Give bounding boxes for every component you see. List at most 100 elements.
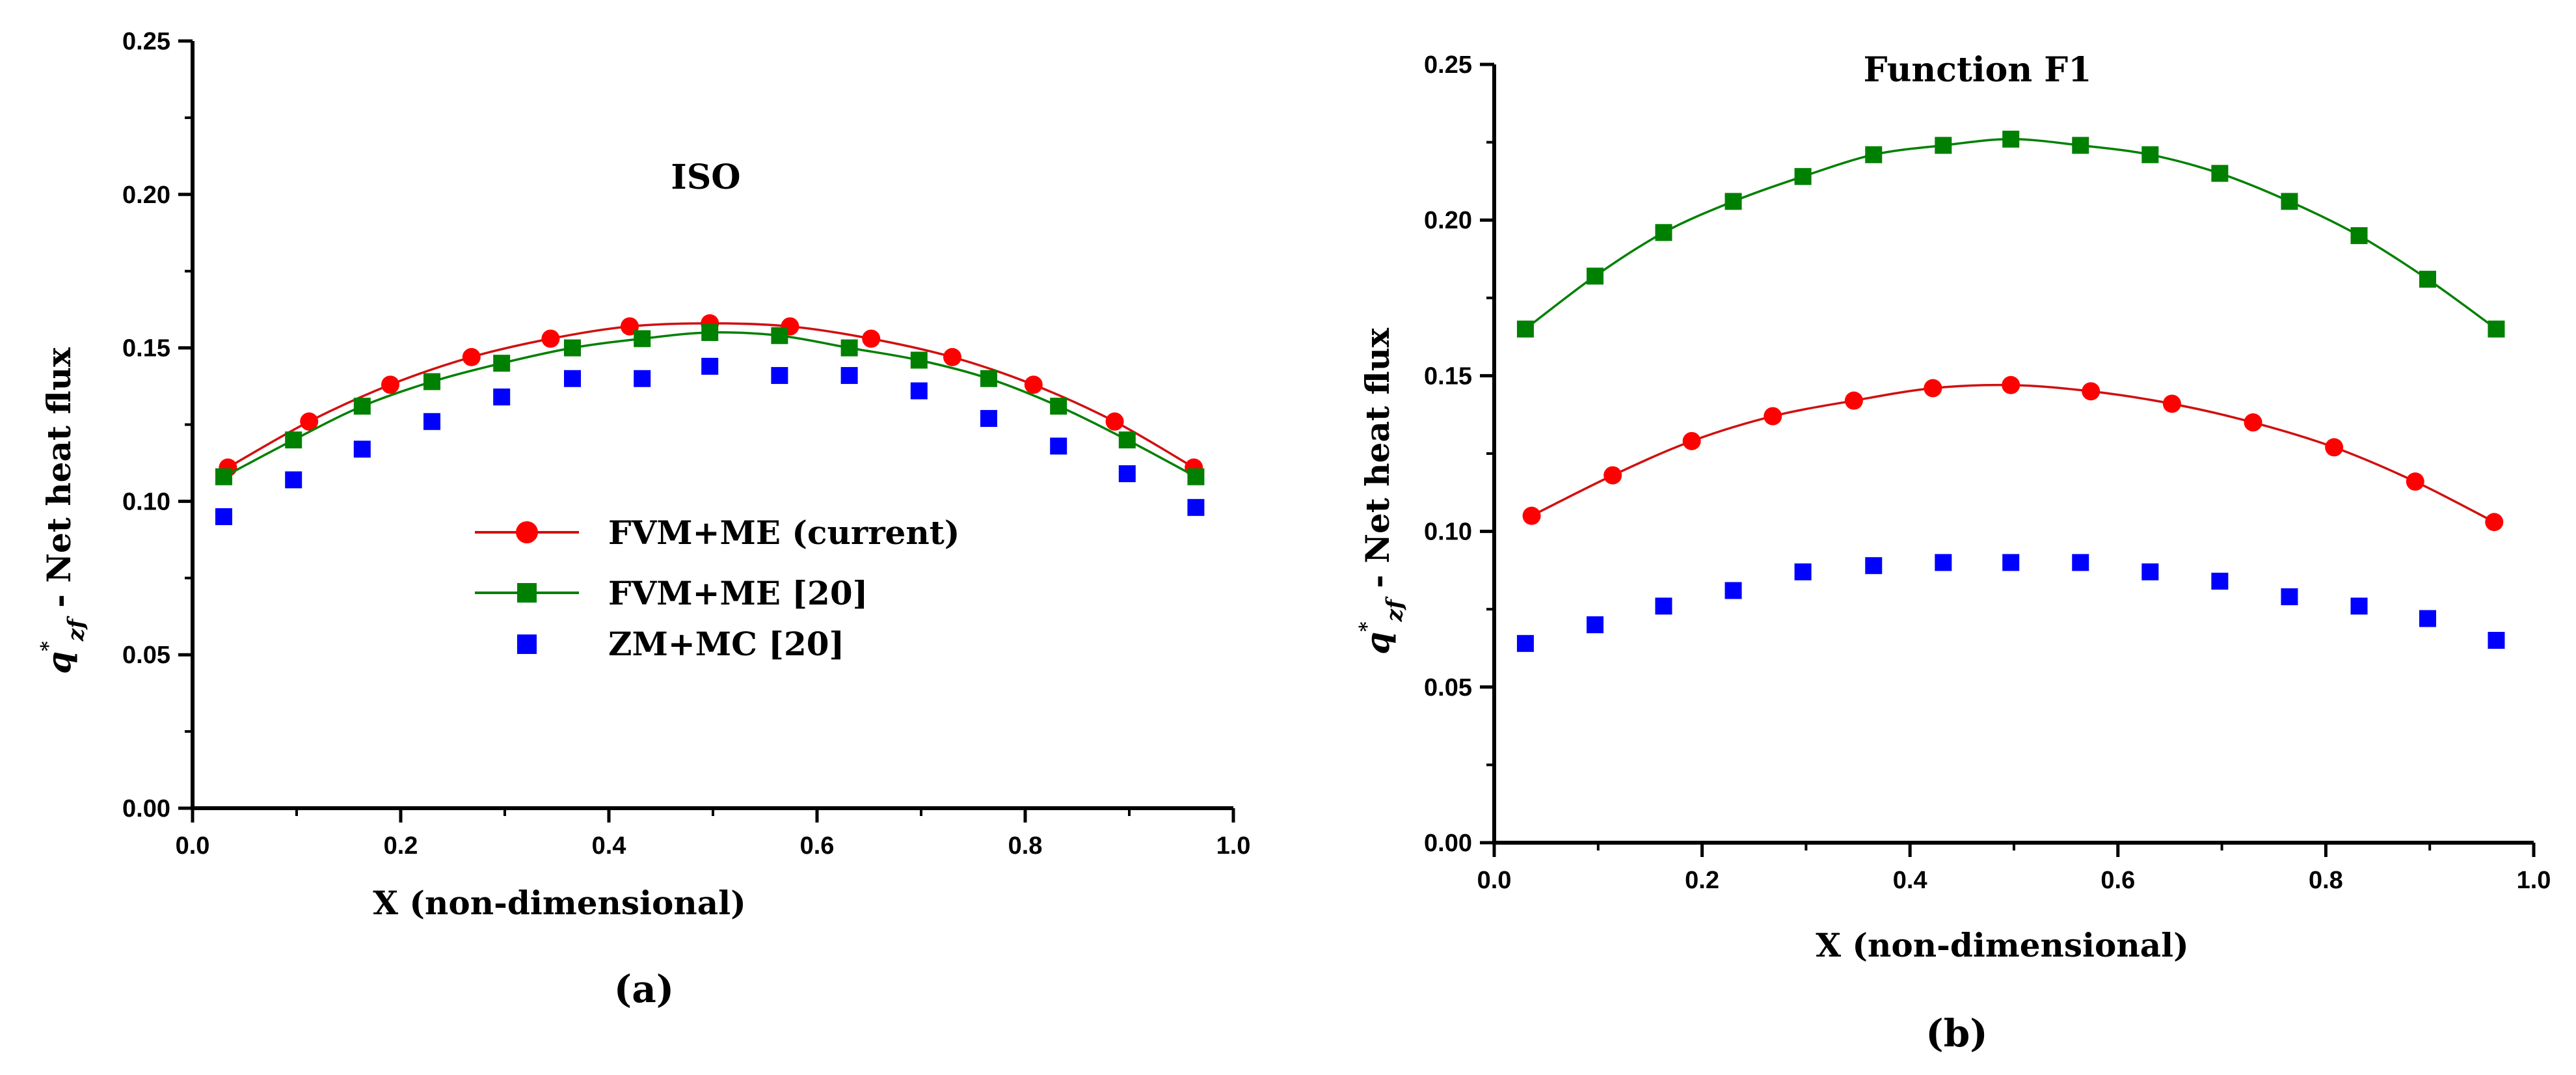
chart-b-y-tick-label: 0.05 <box>1424 674 1472 701</box>
chart-a-point-zm-mc-20 <box>1118 465 1136 482</box>
chart-b-point-zm-mc-20 <box>2002 554 2020 571</box>
chart-a-x-tick-label: 0.6 <box>800 832 835 860</box>
chart-a-point-fvm-me-current <box>1105 412 1124 431</box>
chart-b-point-fvm-me-current <box>2325 438 2344 457</box>
chart-a-x-tick-label: 0.4 <box>592 832 626 860</box>
chart-a-point-fvm-me-20 <box>285 431 302 449</box>
chart-a-y-tick-label: 0.05 <box>122 642 170 669</box>
chart-b-point-fvm-me-20 <box>2211 165 2229 182</box>
chart-b-y-axis-label: q* zf - Net heat flux <box>1356 327 1408 655</box>
legend-label-fvm-me-20: FVM+ME [20] <box>608 574 868 612</box>
chart-b-x-tick-label: 0.4 <box>1893 867 1927 894</box>
chart-b-point-fvm-me-current <box>1603 466 1622 485</box>
chart-b-point-zm-mc-20 <box>2072 554 2089 571</box>
chart-b-point-zm-mc-20 <box>1794 563 1812 580</box>
chart-b-title: Function F1 <box>1864 50 2092 90</box>
chart-b-point-zm-mc-20 <box>1516 634 1534 652</box>
chart-b-point-zm-mc-20 <box>1865 557 1883 575</box>
chart-b-point-zm-mc-20 <box>2350 597 2368 615</box>
chart-b-point-zm-mc-20 <box>1935 554 1952 571</box>
legend-marker-fvm-me-current <box>516 521 538 543</box>
chart-b-series-zm-mc-20 <box>1516 554 2505 652</box>
chart-a-y-axis-label-rest: - Net heat flux <box>40 347 78 619</box>
chart-a-point-fvm-me-20 <box>1050 398 1067 415</box>
chart-a-point-zm-mc-20 <box>353 441 371 458</box>
chart-a-point-zm-mc-20 <box>910 382 928 400</box>
chart-a: 0.00 0.05 0.10 0.15 0.20 0.25 0.0 0.2 0.4 0.6 0.8 1… <box>122 28 1250 860</box>
chart-a-point-zm-mc-20 <box>634 370 651 387</box>
chart-a-point-zm-mc-20 <box>701 357 719 375</box>
chart-b-x-tick-label: 0.2 <box>1685 867 1719 894</box>
chart-a-point-zm-mc-20 <box>493 388 511 406</box>
chart-b-point-fvm-me-20 <box>2002 130 2020 148</box>
legend-item-fvm-me-current: FVM+ME (current) <box>475 513 959 552</box>
chart-a-point-zm-mc-20 <box>1187 498 1205 516</box>
chart-b-point-fvm-me-20 <box>1724 193 1742 210</box>
chart-b-series-fvm-me-20 <box>1516 130 2505 338</box>
chart-b-point-fvm-me-20 <box>1935 137 1952 154</box>
chart-b-point-fvm-me-20 <box>2281 193 2298 210</box>
chart-b-x-tick-label: 1.0 <box>2517 867 2551 894</box>
chart-a-point-fvm-me-20 <box>564 339 581 357</box>
legend-label-fvm-me-current: FVM+ME (current) <box>608 513 959 552</box>
chart-a-y-tick-label: 0.25 <box>122 28 170 55</box>
chart-b-x-tick-label: 0.8 <box>2309 867 2343 894</box>
chart-b-point-zm-mc-20 <box>1587 616 1604 634</box>
chart-b-point-fvm-me-20 <box>2141 146 2159 163</box>
chart-a-point-fvm-me-20 <box>215 468 232 485</box>
chart-a-y-tick-label: 0.15 <box>122 335 170 362</box>
chart-a-point-fvm-me-current <box>462 347 481 366</box>
chart-a-series-fvm-me-current <box>219 314 1203 477</box>
chart-a-series-zm-mc-20 <box>215 357 1205 525</box>
chart-b-point-fvm-me-20 <box>1587 267 1604 285</box>
chart-b-point-zm-mc-20 <box>2488 632 2505 649</box>
chart-b-y-axis-label-main: q <box>1358 632 1397 655</box>
chart-b-point-fvm-me-20 <box>1516 320 1534 338</box>
chart-a-point-zm-mc-20 <box>285 471 302 489</box>
chart-b-point-zm-mc-20 <box>2419 610 2437 627</box>
chart-b: 0.00 0.05 0.10 0.15 0.20 0.25 0.0 0.2 0.4 0.6 0.8 1… <box>1424 51 2551 894</box>
chart-b-y-tick-label: 0.00 <box>1424 830 1472 857</box>
chart-b-point-fvm-me-current <box>1682 431 1701 450</box>
chart-b-point-zm-mc-20 <box>2141 563 2159 580</box>
chart-b-point-fvm-me-20 <box>2350 227 2368 245</box>
legend-item-fvm-me-20: FVM+ME [20] <box>475 574 868 612</box>
chart-a-point-zm-mc-20 <box>980 410 997 428</box>
legend-marker-zm-mc-20 <box>517 634 537 654</box>
chart-a-point-fvm-me-20 <box>423 373 440 390</box>
chart-a-point-fvm-me-20 <box>634 330 651 347</box>
chart-b-x-tick-label: 0.6 <box>2100 867 2135 894</box>
chart-b-point-fvm-me-current <box>2244 413 2262 432</box>
chart-b-point-fvm-me-20 <box>2072 137 2089 154</box>
chart-b-point-fvm-me-current <box>1924 379 1942 398</box>
chart-a-point-fvm-me-current <box>943 347 961 366</box>
chart-b-point-fvm-me-20 <box>2488 320 2505 338</box>
chart-a-point-fvm-me-20 <box>353 398 371 415</box>
chart-a-point-zm-mc-20 <box>771 367 788 385</box>
chart-b-x-axis-label: X (non-dimensional) <box>1816 926 2189 964</box>
chart-b-x-tick-label: 0.0 <box>1477 867 1512 894</box>
svg-text:q*zf - Net heat flux: q*zf - Net heat flux <box>1356 327 1408 655</box>
chart-b-point-fvm-me-current <box>1522 506 1541 525</box>
svg-text:q*zf - Net heat flux: q*zf - Net heat flux <box>37 347 89 674</box>
chart-a-point-fvm-me-20 <box>1187 468 1205 485</box>
chart-a-point-fvm-me-current <box>1024 375 1043 394</box>
chart-b-point-zm-mc-20 <box>2211 573 2229 590</box>
chart-b-y-tick-label: 0.20 <box>1424 207 1472 234</box>
chart-b-point-fvm-me-current <box>2406 472 2424 491</box>
chart-a-y-tick-label: 0.10 <box>122 488 170 515</box>
chart-a-point-zm-mc-20 <box>840 367 858 385</box>
chart-a-point-zm-mc-20 <box>1050 437 1067 455</box>
panel-a-label: (a) <box>614 967 674 1011</box>
chart-a-point-fvm-me-20 <box>980 370 997 387</box>
chart-b-y-tick-label: 0.15 <box>1424 362 1472 390</box>
chart-b-y-axis-label-rest: - Net heat flux <box>1358 327 1397 599</box>
legend-item-zm-mc-20: ZM+MC [20] <box>517 625 844 663</box>
chart-b-point-fvm-me-current <box>2082 382 2100 401</box>
chart-b-point-zm-mc-20 <box>1655 597 1672 615</box>
chart-a-point-zm-mc-20 <box>423 413 440 430</box>
chart-a-point-fvm-me-20 <box>840 339 858 357</box>
legend-marker-fvm-me-20 <box>517 583 537 603</box>
